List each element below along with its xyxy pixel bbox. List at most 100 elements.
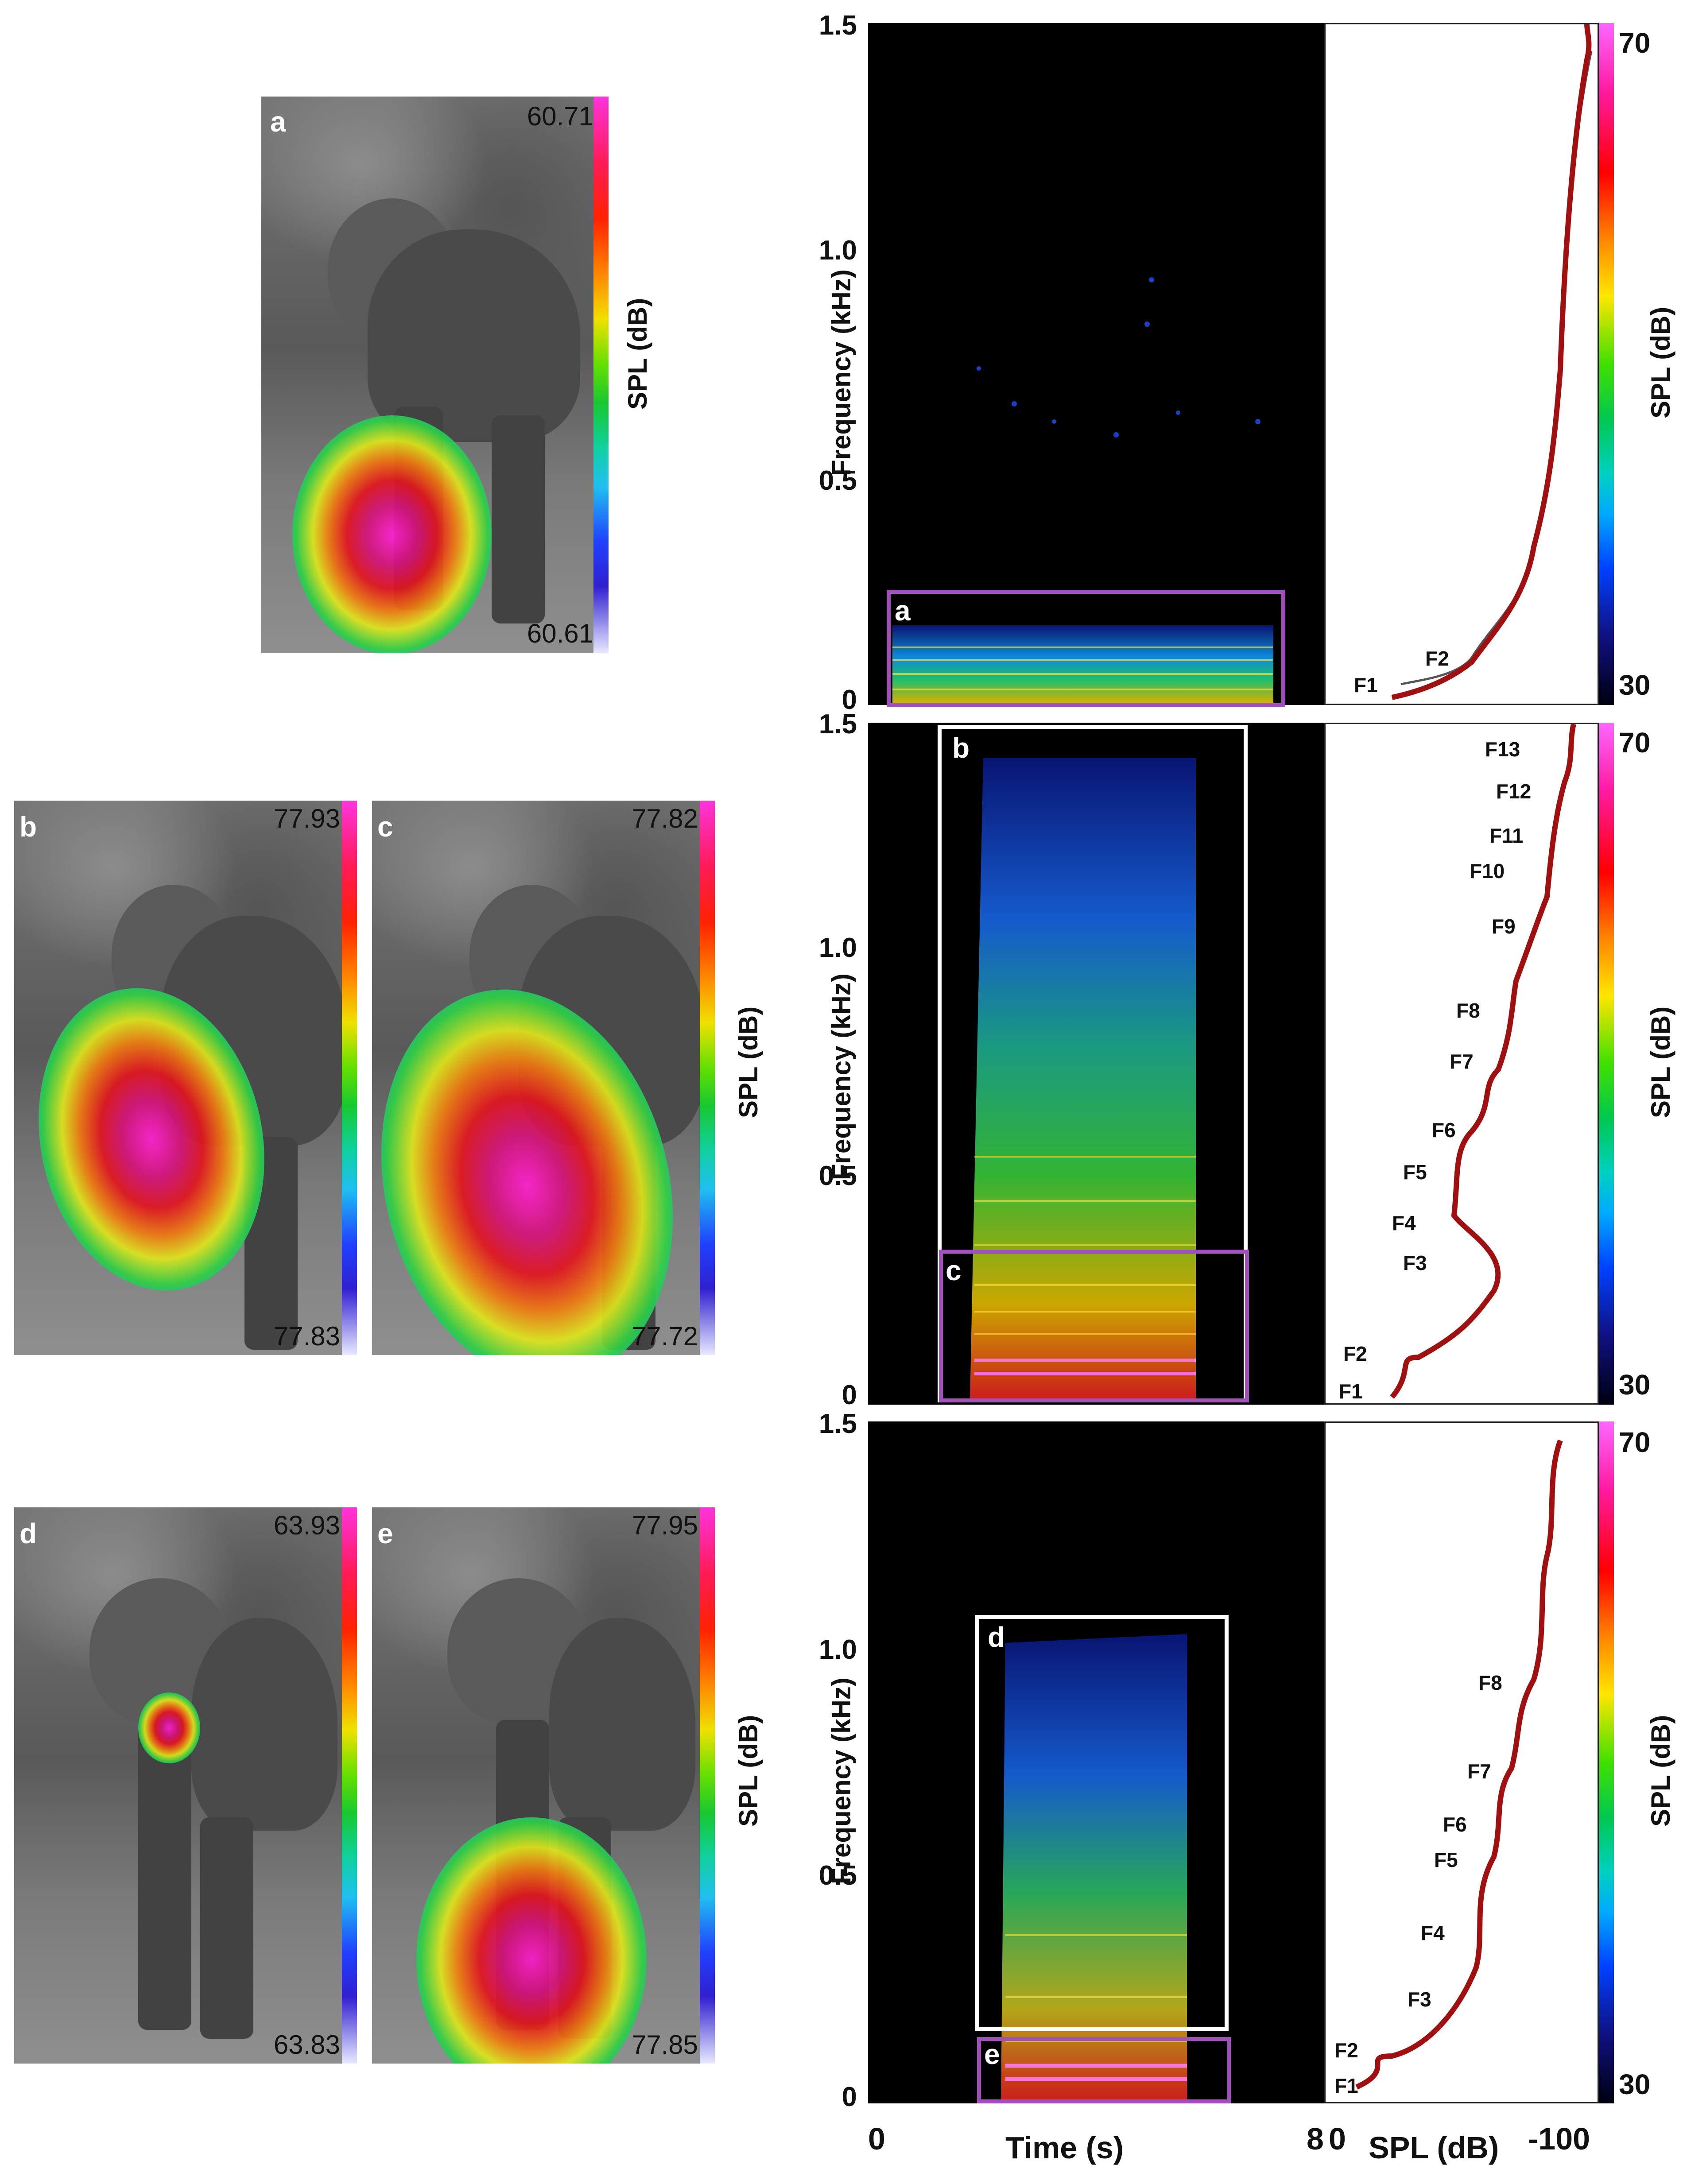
ytick-r1-1.5: 1.5 (818, 10, 857, 41)
ylabel-row-3: Frequency (kHz) (826, 1677, 856, 1884)
ytick-r2-1.0: 1.0 (818, 933, 857, 963)
scale-max-row-1: 70 (1619, 27, 1651, 59)
spec-box-d (975, 1615, 1229, 2031)
row3-formant-f4: F4 (1421, 1921, 1445, 1944)
row2-formant-f1: F1 (1339, 1380, 1363, 1403)
photo-panel-c: c 77.82 77.72 (372, 801, 700, 1355)
colorbar-c (700, 801, 715, 1355)
ytick-r2-0: 0 (842, 1380, 857, 1410)
scale-min-row-2: 30 (1619, 1369, 1651, 1401)
row2-formant-f8: F8 (1456, 999, 1480, 1022)
spl-colorbar-label-row-2: SPL (dB) (1646, 1006, 1675, 1118)
spec-box-label-a: a (895, 595, 911, 627)
spl-colorbar-label-row-1: SPL (dB) (1646, 306, 1675, 418)
scale-max-row-2: 70 (1619, 727, 1651, 759)
row3-formant-f6: F6 (1443, 1813, 1467, 1836)
row3-formant-f5: F5 (1434, 1848, 1458, 1871)
min-value-d: 63.83 (273, 2030, 340, 2060)
heatmap-a (292, 415, 492, 653)
ytick-r1-1.0: 1.0 (818, 235, 857, 266)
xtick-spl-0: 0 (1329, 2122, 1346, 2156)
heatmap-e (416, 1817, 647, 2064)
ytick-r1-0: 0 (842, 685, 857, 715)
row3-formant-f7: F7 (1467, 1760, 1491, 1783)
photo-panel-e: e 77.95 77.85 (372, 1507, 700, 2064)
scale-min-row-1: 30 (1619, 669, 1651, 701)
spec-box-e (977, 2037, 1231, 2103)
max-value-d: 63.93 (273, 1510, 340, 1540)
max-value-c: 77.82 (631, 804, 698, 833)
spec-box-label-d: d (988, 1621, 1005, 1653)
colorbar-e (700, 1507, 715, 2064)
row3-formant-f3: F3 (1408, 1988, 1431, 2011)
xtick-time-0: 0 (868, 2122, 885, 2156)
colorbar-d (342, 1507, 357, 2064)
spec-box-label-b: b (952, 732, 970, 764)
row2-formant-f12: F12 (1496, 780, 1532, 803)
max-value-a: 60.71 (527, 101, 593, 131)
heatmap-d (138, 1692, 200, 1763)
spectrogram-row-2: b c (868, 723, 1324, 1405)
row3-formant-f2: F2 (1334, 2039, 1358, 2062)
photo-panel-b: b 77.93 77.83 (14, 801, 342, 1355)
colorbar-label-bc: SPL (dB) (733, 1006, 763, 1118)
spl-colorbar-row-3 (1599, 1421, 1614, 2103)
max-value-b: 77.93 (273, 804, 340, 833)
spl-colorbar-label-row-3: SPL (dB) (1646, 1715, 1675, 1827)
min-value-a: 60.61 (527, 619, 593, 648)
row2-formant-f2: F2 (1343, 1342, 1367, 1365)
ytick-r3-1.5: 1.5 (818, 1409, 857, 1439)
colorbar-a (593, 97, 609, 653)
spl-profile-row-1: F1 F2 (1324, 23, 1599, 705)
spec-box-label-c: c (946, 1255, 962, 1286)
photo-panel-a: a 60.71 60.61 (261, 97, 593, 653)
min-value-e: 77.85 (631, 2030, 698, 2060)
xlabel-spl: SPL (dB) (1369, 2130, 1499, 2165)
spec-box-label-e: e (984, 2038, 1000, 2070)
xlabel-time: Time (s) (1005, 2130, 1124, 2165)
row1-formant-f1: F1 (1354, 674, 1378, 697)
spec-box-c (939, 1250, 1249, 1402)
row2-formant-f4: F4 (1392, 1212, 1416, 1235)
xtick-time-8: 8 (1307, 2122, 1324, 2156)
row1-formant-f2: F2 (1425, 647, 1449, 670)
colorbar-b (342, 801, 357, 1355)
ylabel-row-1: Frequency (kHz) (826, 269, 856, 476)
panel-label-b: b (19, 811, 37, 843)
panel-label-e: e (377, 1518, 393, 1549)
ytick-r3-0: 0 (842, 2082, 857, 2112)
xtick-spl-100: -100 (1528, 2122, 1590, 2156)
scale-min-row-3: 30 (1619, 2068, 1651, 2100)
row3-formant-f8: F8 (1478, 1671, 1502, 1694)
ytick-r3-0.5: 0.5 (818, 1860, 857, 1891)
min-value-b: 77.83 (273, 1321, 340, 1351)
spectrogram-row-3: d e (868, 1421, 1324, 2103)
row2-formant-f5: F5 (1403, 1161, 1427, 1184)
ytick-r1-0.5: 0.5 (818, 465, 857, 496)
spl-profile-row-3: F1 F2 F3 F4 F5 F6 F7 F8 (1324, 1421, 1599, 2103)
max-value-e: 77.95 (631, 1510, 698, 1540)
ytick-r2-1.5: 1.5 (818, 709, 857, 740)
colorbar-label-a: SPL (dB) (623, 298, 652, 410)
spl-colorbar-row-1 (1599, 23, 1614, 705)
spec-box-a (887, 590, 1285, 707)
photo-panel-d: d 63.93 63.83 (14, 1507, 342, 2064)
panel-label-d: d (19, 1518, 37, 1549)
row2-formant-f3: F3 (1403, 1251, 1427, 1274)
spl-profile-row-2: F1 F2 F3 F4 F5 F6 F7 F8 F9 F10 F11 F12 F… (1324, 723, 1599, 1405)
spectrogram-row-1: a (868, 23, 1324, 707)
row3-formant-f1: F1 (1334, 2074, 1358, 2097)
panel-label-a: a (270, 106, 286, 138)
colorbar-label-de: SPL (dB) (733, 1715, 763, 1827)
spl-colorbar-row-2 (1599, 723, 1614, 1405)
scale-max-row-3: 70 (1619, 1426, 1651, 1458)
ytick-r2-0.5: 0.5 (818, 1161, 857, 1191)
row2-formant-f7: F7 (1450, 1050, 1474, 1073)
row2-formant-f11: F11 (1489, 824, 1524, 847)
row2-formant-f9: F9 (1492, 915, 1516, 938)
ytick-r3-1.0: 1.0 (818, 1634, 857, 1665)
row2-formant-f13: F13 (1485, 738, 1520, 761)
row2-formant-f6: F6 (1432, 1119, 1456, 1142)
min-value-c: 77.72 (631, 1321, 698, 1351)
panel-label-c: c (377, 811, 393, 843)
